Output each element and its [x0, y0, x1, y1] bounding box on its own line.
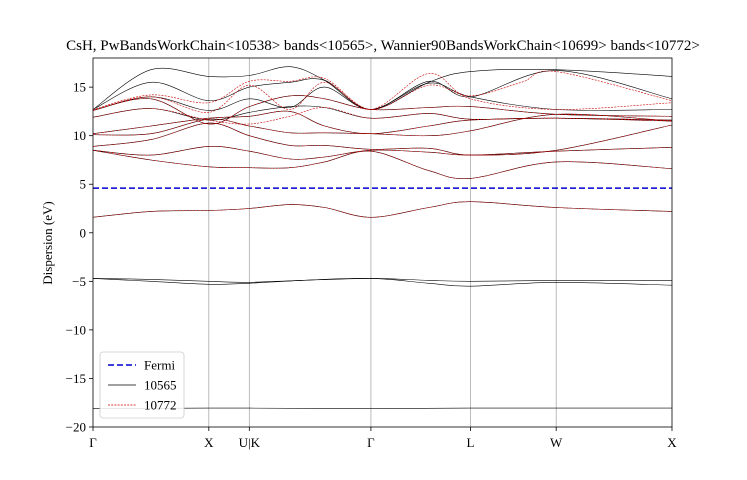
x-tick-label: L [467, 435, 475, 450]
x-tick-label: U|K [239, 435, 261, 450]
series-layer [92, 66, 673, 409]
band-10772-6 [92, 107, 673, 125]
band-10772-1 [92, 150, 673, 179]
legend-label-0: Fermi [144, 358, 175, 373]
band-10772-3 [92, 122, 673, 156]
band-10772-0 [92, 201, 673, 218]
x-axis: Γ X U|K Γ L W X [89, 427, 677, 450]
band-10772-9 [92, 70, 673, 110]
legend-box [99, 351, 185, 419]
chart-title: CsH, PwBandsWorkChain<10538> bands<10565… [66, 38, 700, 54]
band-10565-2 [92, 278, 673, 287]
band-10565-13 [92, 66, 673, 110]
x-tick-label: W [550, 435, 563, 450]
x-tick-label: Γ [367, 435, 375, 450]
band-10565-5 [92, 146, 673, 160]
band-10565-11 [92, 82, 673, 111]
y-axis: −20 −15 −10 −5 0 5 10 15 [66, 80, 93, 435]
legend-label-2: 10772 [144, 398, 177, 413]
x-tick-label: X [204, 435, 214, 450]
band-10565-4 [92, 150, 673, 179]
band-10772-2 [92, 146, 673, 160]
y-axis-label: Dispersion (eV) [40, 201, 55, 284]
legend-label-1: 10565 [144, 378, 177, 393]
y-tick-label: −15 [66, 371, 86, 386]
band-10565-0 [92, 407, 672, 409]
y-tick-label: −10 [66, 322, 86, 337]
grid-lines [208, 58, 557, 427]
band-10565-3 [92, 201, 673, 218]
y-tick-label: 5 [80, 177, 87, 192]
band-10565-12 [92, 70, 673, 110]
band-10772-7 [92, 95, 673, 125]
legend: Fermi 10565 10772 [99, 351, 185, 419]
y-tick-label: −20 [66, 420, 86, 435]
y-tick-label: 10 [73, 128, 86, 143]
y-tick-label: 0 [80, 225, 87, 240]
plot-frame [92, 57, 673, 428]
x-tick-label: Γ [89, 435, 97, 450]
band-10772-4 [92, 113, 673, 137]
x-tick-label: X [667, 435, 677, 450]
series-10772 [92, 70, 673, 218]
band-10565-7 [92, 113, 673, 137]
y-tick-label: −5 [72, 274, 86, 289]
y-tick-label: 15 [73, 80, 86, 95]
